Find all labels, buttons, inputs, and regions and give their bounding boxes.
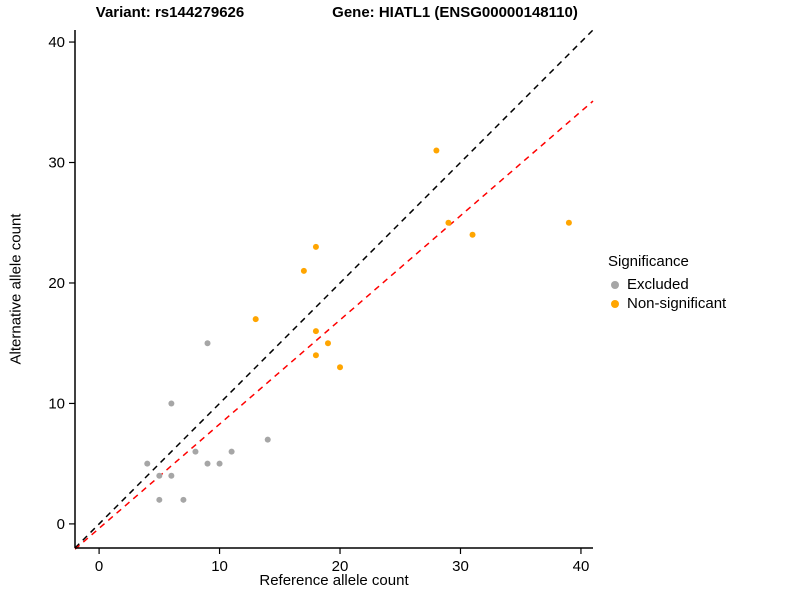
data-point-excluded [204, 460, 211, 467]
data-point-non-significant [252, 316, 259, 323]
data-point-excluded [156, 472, 163, 479]
legend-title: Significance [608, 253, 689, 270]
data-point-non-significant [324, 340, 331, 347]
data-point-excluded [156, 496, 163, 503]
data-point-non-significant [445, 219, 452, 226]
data-point-excluded [168, 400, 175, 407]
data-point-excluded [264, 436, 271, 443]
legend-swatch-excluded-icon [611, 280, 619, 289]
y-tick-label: 10 [48, 395, 65, 412]
data-point-excluded [168, 472, 175, 479]
x-tick-label: 30 [452, 558, 469, 575]
x-axis-label: Reference allele count [259, 572, 409, 589]
x-tick-label: 20 [332, 558, 349, 575]
legend-swatch-non-significant-icon [611, 299, 619, 308]
data-point-excluded [144, 460, 151, 467]
data-point-excluded [180, 496, 187, 503]
data-point-excluded [216, 460, 223, 467]
x-tick-label: 10 [211, 558, 228, 575]
data-point-excluded [192, 448, 199, 455]
y-tick-label: 40 [48, 34, 65, 51]
variant-title: Variant: rs144279626 [95, 4, 245, 21]
data-point-non-significant [433, 147, 440, 154]
data-point-non-significant [312, 243, 319, 250]
legend: Significance Excluded Non-significant [608, 253, 726, 314]
gene-title: Gene: HIATL1 (ENSG00000148110) [332, 4, 578, 21]
legend-item-excluded: Excluded [608, 276, 726, 293]
data-point-excluded [228, 448, 235, 455]
legend-item-non-significant: Non-significant [608, 295, 726, 312]
legend-label-non-significant: Non-significant [627, 295, 727, 312]
identity-line [74, 29, 594, 549]
x-tick-label: 40 [573, 558, 590, 575]
legend-label-excluded: Excluded [627, 276, 689, 293]
data-point-non-significant [312, 352, 319, 359]
data-point-excluded [204, 340, 211, 347]
data-point-non-significant [565, 219, 572, 226]
data-point-non-significant [469, 231, 476, 238]
fit-line [74, 100, 594, 550]
y-tick-label: 0 [57, 516, 65, 533]
data-point-non-significant [337, 364, 344, 371]
y-tick-label: 20 [48, 275, 65, 292]
y-tick-label: 30 [48, 155, 65, 172]
data-point-non-significant [312, 328, 319, 335]
data-point-non-significant [300, 267, 307, 274]
x-tick-label: 0 [95, 558, 103, 575]
